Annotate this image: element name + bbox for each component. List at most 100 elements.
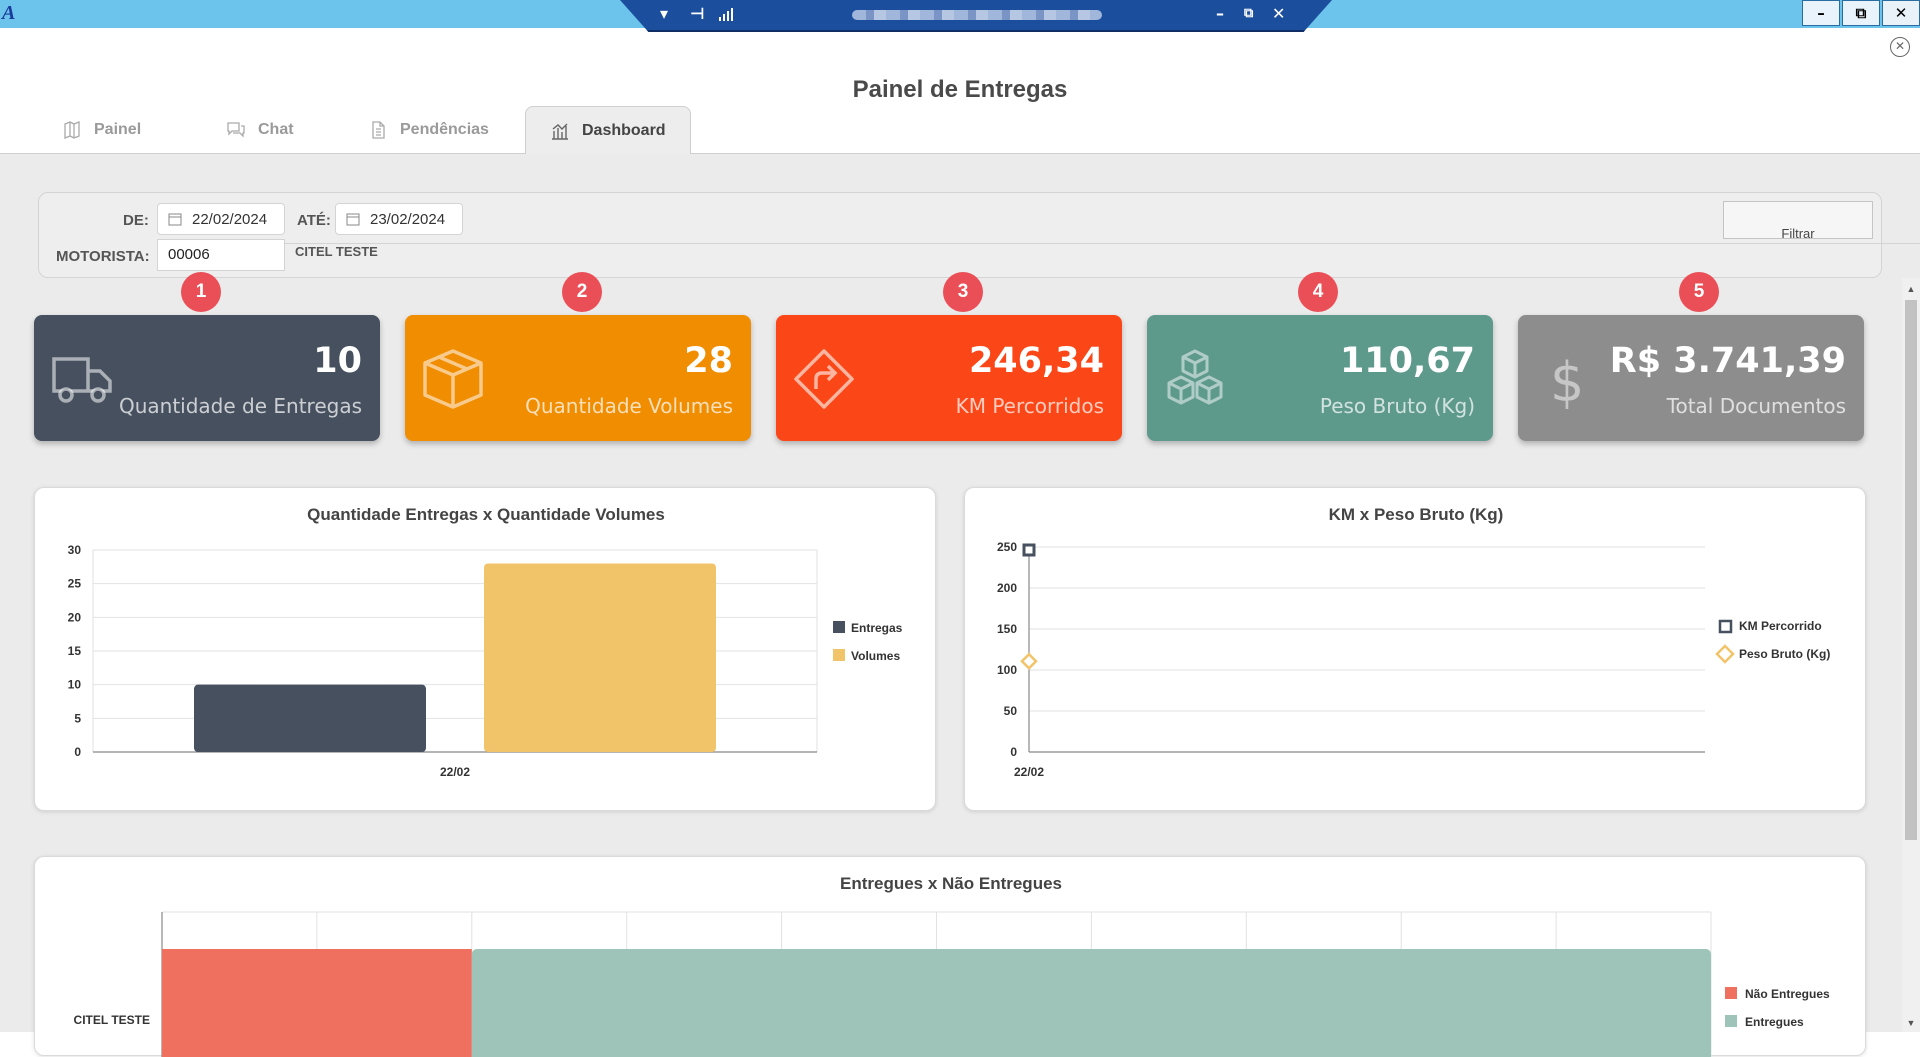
kpi-value: R$ 3.741,39	[1609, 341, 1846, 381]
vertical-scrollbar[interactable]: ▲ ▼	[1902, 278, 1920, 1032]
y-tick-label: 15	[68, 644, 82, 658]
remote-connection-bar: ▾ ⊣ – ⧉ ✕	[620, 0, 1332, 32]
x-tick-label: 22/02	[440, 765, 470, 779]
step-badge: 3	[943, 272, 983, 312]
driver-name-field: CITEL TESTE	[285, 243, 1920, 273]
chart-entregas-volumes: Quantidade Entregas x Quantidade Volumes…	[34, 487, 936, 811]
kpi-label: Peso Bruto (Kg)	[1319, 394, 1475, 418]
kpi-value: 110,67	[1339, 341, 1475, 381]
scatter-chart: KM x Peso Bruto (Kg) 0 50 100 150 200 250 22/02…	[997, 505, 1830, 779]
window-controls: – ⧉ ✕	[1800, 0, 1920, 26]
restore-icon[interactable]: ⧉	[1244, 6, 1254, 21]
kpi-card-entregas: 10 Quantidade de Entregas	[34, 315, 380, 441]
kpi-card-peso: 110,67 Peso Bruto (Kg)	[1147, 315, 1493, 441]
dollar-icon: $	[1550, 351, 1584, 409]
svg-text:$: $	[1550, 351, 1584, 409]
tab-bar: Painel Chat Pendências Dashboard	[0, 106, 1920, 155]
truck-icon	[52, 357, 112, 403]
y-tick-label: 250	[997, 540, 1017, 554]
window-titlebar: A ▾ ⊣ – ⧉ ✕ – ⧉ ✕	[0, 0, 1920, 32]
kpi-label: Quantidade Volumes	[525, 394, 733, 418]
step-badge: 2	[562, 272, 602, 312]
bar-chart-icon	[552, 123, 568, 140]
bar-chart: Quantidade Entregas x Quantidade Volumes…	[68, 505, 903, 779]
tab-label: Dashboard	[582, 122, 666, 139]
legend-swatch	[1715, 644, 1735, 664]
scroll-down-icon[interactable]: ▼	[1906, 1018, 1916, 1028]
kpi-label: KM Percorridos	[955, 394, 1104, 418]
tab-label: Pendências	[400, 121, 489, 138]
kpi-card-km: 246,34 KM Percorridos	[776, 315, 1122, 441]
route-sign-icon	[794, 349, 854, 409]
close-button[interactable]: ✕	[1882, 0, 1920, 26]
filter-panel: DE: 22/02/2024 ATÉ: 23/02/2024 MOTORISTA…	[38, 192, 1920, 278]
document-icon	[372, 121, 385, 139]
legend-label: KM Percorrido	[1739, 619, 1822, 633]
close-icon[interactable]: ✕	[1272, 4, 1286, 23]
y-tick-label: 0	[74, 745, 81, 759]
from-date-label: DE:	[123, 212, 149, 229]
y-tick-label: 30	[68, 543, 82, 557]
kpi-label: Total Documentos	[1666, 394, 1846, 418]
kpi-value: 28	[684, 341, 733, 381]
y-tick-label: 100	[997, 663, 1017, 677]
y-tick-label: 0	[1010, 745, 1017, 759]
legend-label: Peso Bruto (Kg)	[1739, 647, 1830, 661]
y-tick-label: CITEL TESTE	[74, 1013, 150, 1027]
chat-icon	[227, 122, 245, 138]
scroll-thumb[interactable]	[1905, 300, 1917, 840]
to-date-value: 23/02/2024	[370, 210, 446, 228]
kpi-value: 246,34	[968, 341, 1104, 381]
driver-label: MOTORISTA:	[56, 248, 150, 265]
tab-pendencias[interactable]: Pendências	[344, 106, 513, 154]
minimize-icon[interactable]: –	[1216, 4, 1224, 23]
maximize-button[interactable]: ⧉	[1842, 0, 1880, 26]
kpi-label: Quantidade de Entregas	[118, 394, 362, 418]
pin-icon[interactable]: ⊣	[690, 4, 705, 23]
tab-label: Chat	[258, 121, 294, 138]
step-badge: 1	[181, 272, 221, 312]
app-logo-icon: A	[2, 2, 16, 24]
blurred-connection-name	[852, 10, 1102, 20]
y-tick-label: 50	[1004, 704, 1018, 718]
signal-icon	[719, 8, 733, 21]
minimize-button[interactable]: –	[1802, 0, 1840, 26]
kpi-card-total: $ R$ 3.741,39 Total Documentos	[1518, 315, 1864, 441]
page-title: Painel de Entregas	[852, 76, 1068, 103]
legend-swatch	[1725, 987, 1737, 999]
from-date-value: 22/02/2024	[192, 210, 268, 228]
legend-swatch	[1725, 1015, 1737, 1027]
chart-title: KM x Peso Bruto (Kg)	[1329, 505, 1504, 524]
chevron-down-icon[interactable]: ▾	[660, 4, 669, 23]
filter-button[interactable]: Filtrar	[1723, 201, 1873, 239]
bar	[484, 563, 716, 752]
legend-label: Entregues	[1745, 1015, 1804, 1029]
tab-dashboard[interactable]: Dashboard	[525, 106, 691, 155]
dashboard-content: DE: 22/02/2024 ATÉ: 23/02/2024 MOTORISTA…	[0, 154, 1920, 1057]
to-date-label: ATÉ:	[297, 212, 331, 229]
data-point	[1022, 543, 1036, 557]
tab-chat[interactable]: Chat	[202, 106, 318, 154]
from-date-input[interactable]: 22/02/2024	[157, 203, 285, 235]
y-tick-label: 20	[68, 610, 82, 624]
tab-painel[interactable]: Painel	[38, 106, 165, 154]
stacked-bar-chart: Entregues x Não Entregues CITEL TESTE Não …	[74, 874, 1830, 1057]
driver-code-input[interactable]: 00006	[157, 239, 285, 271]
step-badge: 4	[1298, 272, 1338, 312]
y-tick-label: 150	[997, 622, 1017, 636]
data-point	[1020, 652, 1038, 671]
close-panel-icon[interactable]: ✕	[1890, 37, 1910, 57]
x-tick-label: 22/02	[1014, 765, 1044, 779]
map-icon	[64, 121, 80, 139]
calendar-icon	[168, 213, 182, 226]
legend-swatch	[833, 621, 845, 633]
tab-label: Painel	[94, 121, 142, 138]
to-date-input[interactable]: 23/02/2024	[335, 203, 463, 235]
chart-title: Entregues x Não Entregues	[840, 874, 1062, 893]
legend-swatch	[833, 649, 845, 661]
y-tick-label: 25	[68, 577, 82, 591]
chart-title: Quantidade Entregas x Quantidade Volumes	[307, 505, 665, 524]
chart-entregues-nao-entregues: Entregues x Não Entregues CITEL TESTE Não …	[34, 856, 1866, 1057]
scroll-up-icon[interactable]: ▲	[1906, 284, 1916, 294]
box-icon	[423, 349, 483, 409]
